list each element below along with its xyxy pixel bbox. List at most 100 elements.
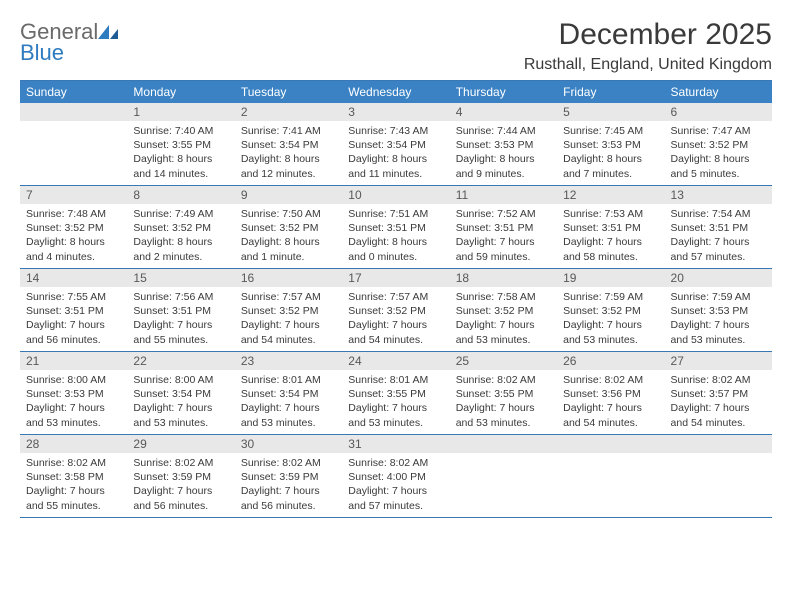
day-number: 31 <box>342 435 449 453</box>
day-cell: 16Sunrise: 7:57 AMSunset: 3:52 PMDayligh… <box>235 269 342 351</box>
day-details: Sunrise: 7:59 AMSunset: 3:52 PMDaylight:… <box>557 287 664 351</box>
day-number: 6 <box>665 103 772 121</box>
day-cell <box>20 103 127 185</box>
day-number: 21 <box>20 352 127 370</box>
day-details: Sunrise: 8:01 AMSunset: 3:55 PMDaylight:… <box>342 370 449 434</box>
day-cell <box>450 435 557 517</box>
day-number <box>450 435 557 453</box>
day-details: Sunrise: 7:51 AMSunset: 3:51 PMDaylight:… <box>342 204 449 268</box>
day-number: 27 <box>665 352 772 370</box>
logo-word2: Blue <box>20 40 64 65</box>
location: Rusthall, England, United Kingdom <box>524 56 772 74</box>
day-number: 30 <box>235 435 342 453</box>
day-number: 24 <box>342 352 449 370</box>
week-row: 28Sunrise: 8:02 AMSunset: 3:58 PMDayligh… <box>20 435 772 518</box>
day-number: 8 <box>127 186 234 204</box>
day-cell: 25Sunrise: 8:02 AMSunset: 3:55 PMDayligh… <box>450 352 557 434</box>
day-cell: 20Sunrise: 7:59 AMSunset: 3:53 PMDayligh… <box>665 269 772 351</box>
day-cell: 31Sunrise: 8:02 AMSunset: 4:00 PMDayligh… <box>342 435 449 517</box>
day-details: Sunrise: 8:02 AMSunset: 3:58 PMDaylight:… <box>20 453 127 517</box>
day-number: 10 <box>342 186 449 204</box>
day-cell: 19Sunrise: 7:59 AMSunset: 3:52 PMDayligh… <box>557 269 664 351</box>
day-number: 15 <box>127 269 234 287</box>
day-cell: 17Sunrise: 7:57 AMSunset: 3:52 PMDayligh… <box>342 269 449 351</box>
day-cell: 18Sunrise: 7:58 AMSunset: 3:52 PMDayligh… <box>450 269 557 351</box>
day-of-week: Thursday <box>450 81 557 103</box>
day-of-week-row: SundayMondayTuesdayWednesdayThursdayFrid… <box>20 81 772 103</box>
day-cell: 7Sunrise: 7:48 AMSunset: 3:52 PMDaylight… <box>20 186 127 268</box>
day-cell: 13Sunrise: 7:54 AMSunset: 3:51 PMDayligh… <box>665 186 772 268</box>
day-details: Sunrise: 7:54 AMSunset: 3:51 PMDaylight:… <box>665 204 772 268</box>
day-number: 13 <box>665 186 772 204</box>
calendar: SundayMondayTuesdayWednesdayThursdayFrid… <box>20 80 772 518</box>
day-number: 26 <box>557 352 664 370</box>
day-details: Sunrise: 8:02 AMSunset: 3:55 PMDaylight:… <box>450 370 557 434</box>
day-cell: 10Sunrise: 7:51 AMSunset: 3:51 PMDayligh… <box>342 186 449 268</box>
day-cell: 5Sunrise: 7:45 AMSunset: 3:53 PMDaylight… <box>557 103 664 185</box>
day-details: Sunrise: 8:02 AMSunset: 3:59 PMDaylight:… <box>235 453 342 517</box>
day-number: 28 <box>20 435 127 453</box>
day-details: Sunrise: 7:43 AMSunset: 3:54 PMDaylight:… <box>342 121 449 185</box>
day-number: 12 <box>557 186 664 204</box>
day-cell: 9Sunrise: 7:50 AMSunset: 3:52 PMDaylight… <box>235 186 342 268</box>
day-number: 9 <box>235 186 342 204</box>
day-details: Sunrise: 7:58 AMSunset: 3:52 PMDaylight:… <box>450 287 557 351</box>
day-cell: 29Sunrise: 8:02 AMSunset: 3:59 PMDayligh… <box>127 435 234 517</box>
day-of-week: Saturday <box>665 81 772 103</box>
calendar-page: GeneralBlue December 2025 Rusthall, Engl… <box>0 0 792 536</box>
title-block: December 2025 Rusthall, England, United … <box>524 18 772 74</box>
day-cell <box>557 435 664 517</box>
day-number: 3 <box>342 103 449 121</box>
day-cell: 1Sunrise: 7:40 AMSunset: 3:55 PMDaylight… <box>127 103 234 185</box>
day-cell: 24Sunrise: 8:01 AMSunset: 3:55 PMDayligh… <box>342 352 449 434</box>
day-number: 17 <box>342 269 449 287</box>
day-number: 16 <box>235 269 342 287</box>
day-number: 18 <box>450 269 557 287</box>
day-details: Sunrise: 7:41 AMSunset: 3:54 PMDaylight:… <box>235 121 342 185</box>
day-cell: 21Sunrise: 8:00 AMSunset: 3:53 PMDayligh… <box>20 352 127 434</box>
week-row: 7Sunrise: 7:48 AMSunset: 3:52 PMDaylight… <box>20 186 772 269</box>
day-number: 4 <box>450 103 557 121</box>
day-cell: 23Sunrise: 8:01 AMSunset: 3:54 PMDayligh… <box>235 352 342 434</box>
day-details: Sunrise: 7:56 AMSunset: 3:51 PMDaylight:… <box>127 287 234 351</box>
day-details: Sunrise: 7:48 AMSunset: 3:52 PMDaylight:… <box>20 204 127 268</box>
day-details: Sunrise: 8:01 AMSunset: 3:54 PMDaylight:… <box>235 370 342 434</box>
weeks-container: 1Sunrise: 7:40 AMSunset: 3:55 PMDaylight… <box>20 103 772 518</box>
day-of-week: Friday <box>557 81 664 103</box>
day-cell: 12Sunrise: 7:53 AMSunset: 3:51 PMDayligh… <box>557 186 664 268</box>
day-number: 29 <box>127 435 234 453</box>
day-details: Sunrise: 7:45 AMSunset: 3:53 PMDaylight:… <box>557 121 664 185</box>
day-cell: 6Sunrise: 7:47 AMSunset: 3:52 PMDaylight… <box>665 103 772 185</box>
day-cell: 11Sunrise: 7:52 AMSunset: 3:51 PMDayligh… <box>450 186 557 268</box>
day-cell: 14Sunrise: 7:55 AMSunset: 3:51 PMDayligh… <box>20 269 127 351</box>
day-details: Sunrise: 8:02 AMSunset: 3:59 PMDaylight:… <box>127 453 234 517</box>
day-number: 11 <box>450 186 557 204</box>
day-details: Sunrise: 8:00 AMSunset: 3:53 PMDaylight:… <box>20 370 127 434</box>
day-details: Sunrise: 7:55 AMSunset: 3:51 PMDaylight:… <box>20 287 127 351</box>
day-number: 2 <box>235 103 342 121</box>
day-details: Sunrise: 7:57 AMSunset: 3:52 PMDaylight:… <box>235 287 342 351</box>
day-details: Sunrise: 8:00 AMSunset: 3:54 PMDaylight:… <box>127 370 234 434</box>
day-cell: 3Sunrise: 7:43 AMSunset: 3:54 PMDaylight… <box>342 103 449 185</box>
logo-sail-icon <box>98 22 120 43</box>
day-number: 23 <box>235 352 342 370</box>
day-cell: 26Sunrise: 8:02 AMSunset: 3:56 PMDayligh… <box>557 352 664 434</box>
month-title: December 2025 <box>524 18 772 52</box>
day-of-week: Wednesday <box>342 81 449 103</box>
day-cell: 8Sunrise: 7:49 AMSunset: 3:52 PMDaylight… <box>127 186 234 268</box>
day-number: 22 <box>127 352 234 370</box>
logo-text: GeneralBlue <box>20 22 120 64</box>
day-details: Sunrise: 7:50 AMSunset: 3:52 PMDaylight:… <box>235 204 342 268</box>
day-number <box>557 435 664 453</box>
week-row: 21Sunrise: 8:00 AMSunset: 3:53 PMDayligh… <box>20 352 772 435</box>
day-of-week: Monday <box>127 81 234 103</box>
header: GeneralBlue December 2025 Rusthall, Engl… <box>20 18 772 74</box>
day-cell <box>665 435 772 517</box>
day-cell: 28Sunrise: 8:02 AMSunset: 3:58 PMDayligh… <box>20 435 127 517</box>
day-details: Sunrise: 7:44 AMSunset: 3:53 PMDaylight:… <box>450 121 557 185</box>
day-details: Sunrise: 7:47 AMSunset: 3:52 PMDaylight:… <box>665 121 772 185</box>
week-row: 14Sunrise: 7:55 AMSunset: 3:51 PMDayligh… <box>20 269 772 352</box>
day-of-week: Tuesday <box>235 81 342 103</box>
week-row: 1Sunrise: 7:40 AMSunset: 3:55 PMDaylight… <box>20 103 772 186</box>
day-details: Sunrise: 7:49 AMSunset: 3:52 PMDaylight:… <box>127 204 234 268</box>
